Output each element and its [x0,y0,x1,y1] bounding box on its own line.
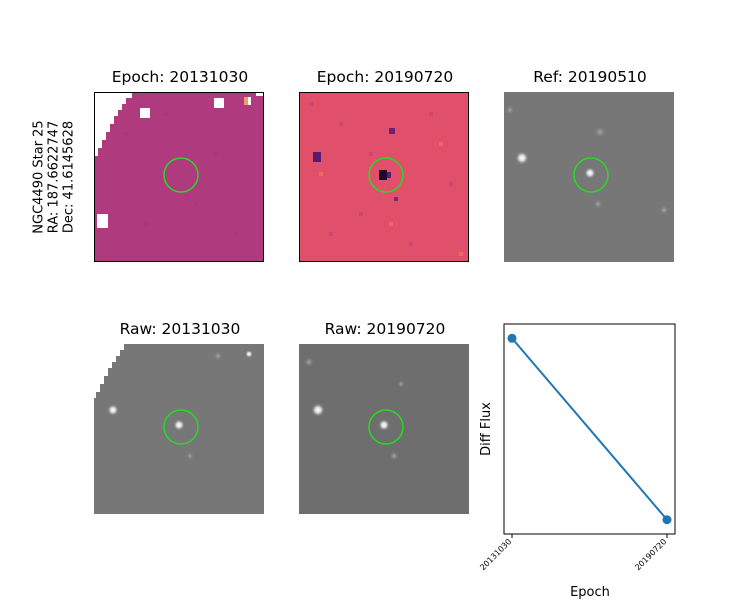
diff-flux-light-curve: 20131030 20190720 Diff Flux Epoch [478,323,676,600]
target-circle [163,157,199,193]
target-circle [368,409,404,445]
panel-title-raw-1: Raw: 20131030 [119,320,241,338]
target-circle [573,157,609,193]
target-info-label: NGC4490 Star 25 RA: 187.6622747 Dec: 41.… [31,92,77,262]
raw-image-epoch-2 [299,344,469,514]
target-dec: Dec: 41.6145628 [61,120,77,234]
diff-image-epoch-1 [94,92,264,262]
panel-title-ref: Ref: 20190510 [533,68,647,86]
target-circle [163,409,199,445]
raw-image-epoch-1 [94,344,264,514]
panel-title-raw-2: Raw: 20190720 [324,320,446,338]
panel-title-epoch-1: Epoch: 20131030 [111,68,249,86]
data-point-20190720 [662,515,672,525]
x-axis-label: Epoch [570,585,610,600]
target-name: NGC4490 Star 25 [31,120,47,234]
y-axis-label: Diff Flux [479,402,494,456]
x-tick-label: 20190720 [633,537,668,572]
reference-image [504,92,674,262]
panel-title-epoch-2: Epoch: 20190720 [316,68,454,86]
series-line [511,337,668,521]
target-circle [368,157,404,193]
x-tick-label: 20131030 [478,537,513,572]
data-point-20131030 [507,333,517,343]
diff-image-epoch-2 [299,92,469,262]
target-ra: RA: 187.6622747 [46,120,62,234]
